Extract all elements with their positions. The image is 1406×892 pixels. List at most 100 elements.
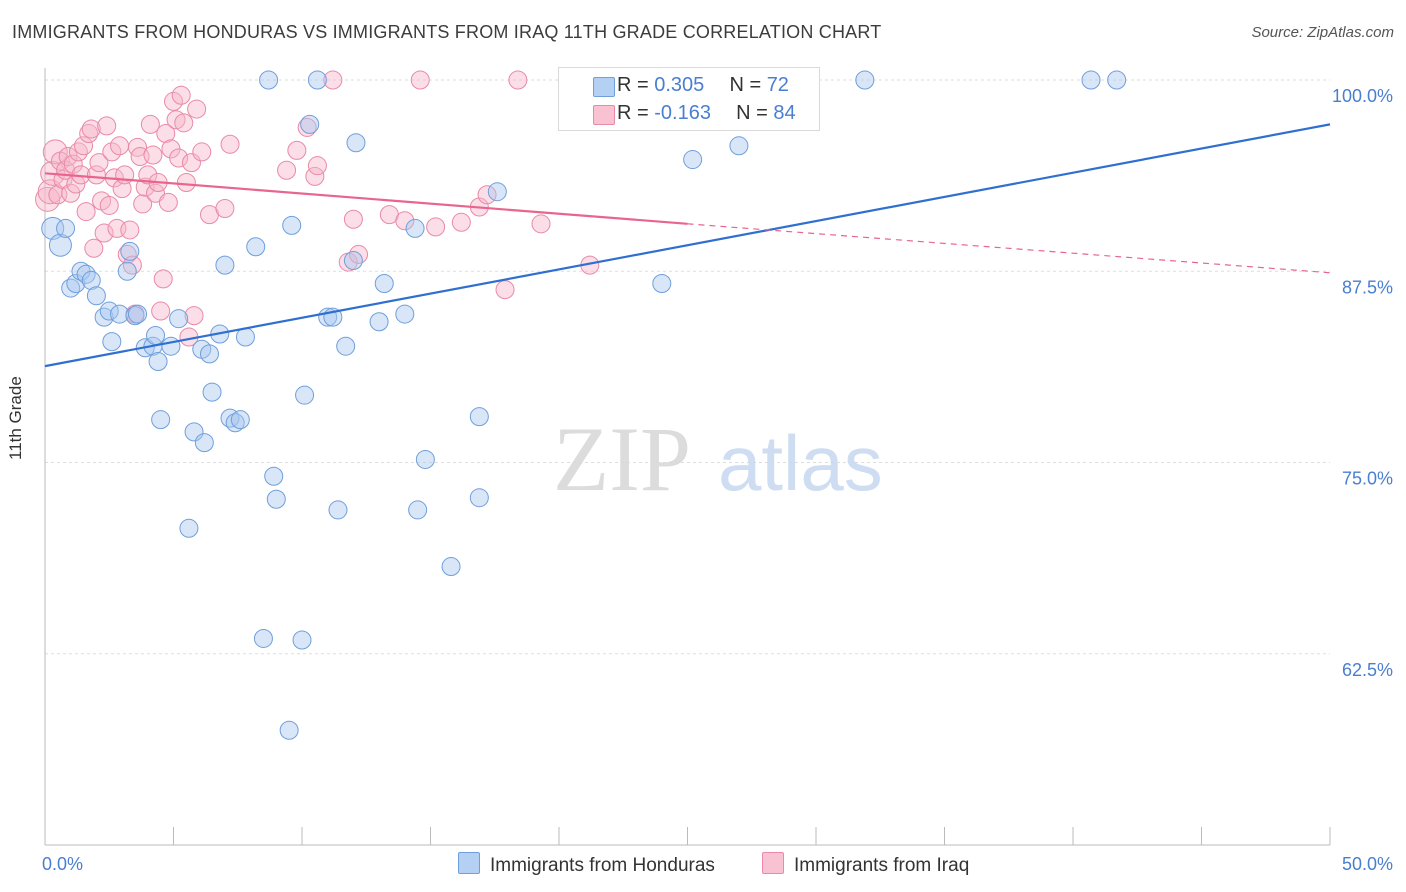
iraq-point xyxy=(138,165,158,185)
iraq-point xyxy=(171,85,191,105)
legend-row-honduras: R = 0.305 N = 72 xyxy=(593,74,789,97)
honduras-point xyxy=(81,270,101,290)
stats-legend: R = 0.305 N = 72 R = -0.163 N = 84 xyxy=(558,67,820,131)
y-tick-label: 75.0% xyxy=(1342,469,1393,489)
trend-lines xyxy=(44,123,1331,368)
iraq-point xyxy=(61,183,81,203)
honduras-point xyxy=(395,304,415,324)
iraq-point xyxy=(187,99,207,119)
iraq-point xyxy=(220,134,240,154)
legend-swatch-iraq xyxy=(593,105,615,125)
honduras-point xyxy=(199,344,219,364)
honduras-point xyxy=(346,133,366,153)
iraq-point xyxy=(508,70,528,90)
honduras-point xyxy=(336,336,356,356)
honduras-point xyxy=(282,215,302,235)
legend-n-label: N = xyxy=(729,74,762,96)
legend-r-label: R = xyxy=(617,102,649,124)
iraq-point xyxy=(68,142,88,162)
iraq-point xyxy=(192,142,212,162)
iraq-point xyxy=(158,192,178,212)
iraq-point xyxy=(156,124,176,144)
iraq-point xyxy=(176,173,196,193)
iraq-point xyxy=(169,148,189,168)
honduras-point xyxy=(161,336,181,356)
source-credit: Source: ZipAtlas.com xyxy=(1251,24,1394,41)
iraq-point xyxy=(164,91,183,111)
honduras-point xyxy=(279,720,299,740)
series-legend-honduras: Immigrants from Honduras xyxy=(458,852,715,877)
honduras-point xyxy=(264,466,284,486)
honduras-point xyxy=(194,433,214,453)
tick-labels: 62.5% 75.0% 87.5% 100.0% 0.0% 50.0% xyxy=(42,86,1393,874)
iraq-point xyxy=(153,269,173,289)
honduras-point xyxy=(295,385,315,405)
honduras-point xyxy=(300,114,320,134)
honduras-point xyxy=(328,500,348,520)
iraq-trend-line xyxy=(44,172,688,225)
iraq-point xyxy=(143,145,163,165)
iraq-point xyxy=(76,202,96,222)
honduras-point xyxy=(405,218,425,238)
x-tick-label: 0.0% xyxy=(42,854,83,874)
honduras-point xyxy=(292,630,312,650)
honduras-point xyxy=(415,449,435,469)
y-tick-label: 100.0% xyxy=(1332,86,1393,106)
honduras-point xyxy=(266,489,286,509)
honduras-point xyxy=(48,233,72,257)
iraq-point xyxy=(97,116,117,136)
legend-row-iraq: R = -0.163 N = 84 xyxy=(593,102,796,125)
honduras-point xyxy=(259,70,279,90)
honduras-point xyxy=(343,251,363,271)
honduras-point xyxy=(683,150,703,170)
legend-n-label: N = xyxy=(736,102,768,124)
series-swatch-iraq xyxy=(762,852,784,874)
series-label-honduras: Immigrants from Honduras xyxy=(490,855,715,876)
iraq-point xyxy=(110,136,130,156)
watermark: ZIP atlas xyxy=(553,408,883,510)
honduras-points xyxy=(41,70,1127,740)
iraq-point xyxy=(349,244,369,264)
honduras-point xyxy=(1081,70,1101,90)
honduras-trend-line xyxy=(44,123,1331,368)
honduras-point xyxy=(441,557,461,577)
honduras-point xyxy=(469,488,489,508)
honduras-point xyxy=(369,312,389,332)
iraq-point xyxy=(133,194,153,214)
y-tick-label: 87.5% xyxy=(1342,277,1393,297)
honduras-point xyxy=(652,273,672,293)
honduras-point xyxy=(307,70,327,90)
iraq-point xyxy=(343,209,363,229)
iraq-point xyxy=(117,244,137,264)
iraq-point xyxy=(174,113,194,133)
iraq-point xyxy=(307,156,327,176)
honduras-point xyxy=(230,410,250,430)
honduras-point xyxy=(56,218,76,238)
honduras-point xyxy=(235,327,255,347)
honduras-point xyxy=(99,301,119,321)
iraq-point xyxy=(477,185,497,205)
honduras-point xyxy=(246,237,266,257)
iraq-point xyxy=(99,195,119,215)
x-tick-label: 50.0% xyxy=(1342,854,1393,874)
iraq-point xyxy=(81,119,101,139)
iraq-point xyxy=(495,280,515,300)
y-tick-label: 62.5% xyxy=(1342,660,1393,680)
iraq-point xyxy=(151,301,171,321)
iraq-point xyxy=(426,217,446,237)
iraq-point xyxy=(63,154,83,174)
honduras-point xyxy=(1107,70,1127,90)
legend-n-value-honduras: 72 xyxy=(766,74,789,96)
honduras-point xyxy=(120,241,140,261)
axes xyxy=(44,68,1331,846)
iraq-point xyxy=(181,153,201,173)
honduras-point xyxy=(169,309,189,329)
iraq-point xyxy=(395,211,415,231)
iraq-point xyxy=(297,117,317,137)
legend-r-value-honduras: 0.305 xyxy=(654,74,705,96)
legend-swatch-honduras xyxy=(593,77,615,97)
iraq-point xyxy=(287,140,307,160)
iraq-point xyxy=(128,137,148,157)
iraq-point xyxy=(184,306,204,326)
